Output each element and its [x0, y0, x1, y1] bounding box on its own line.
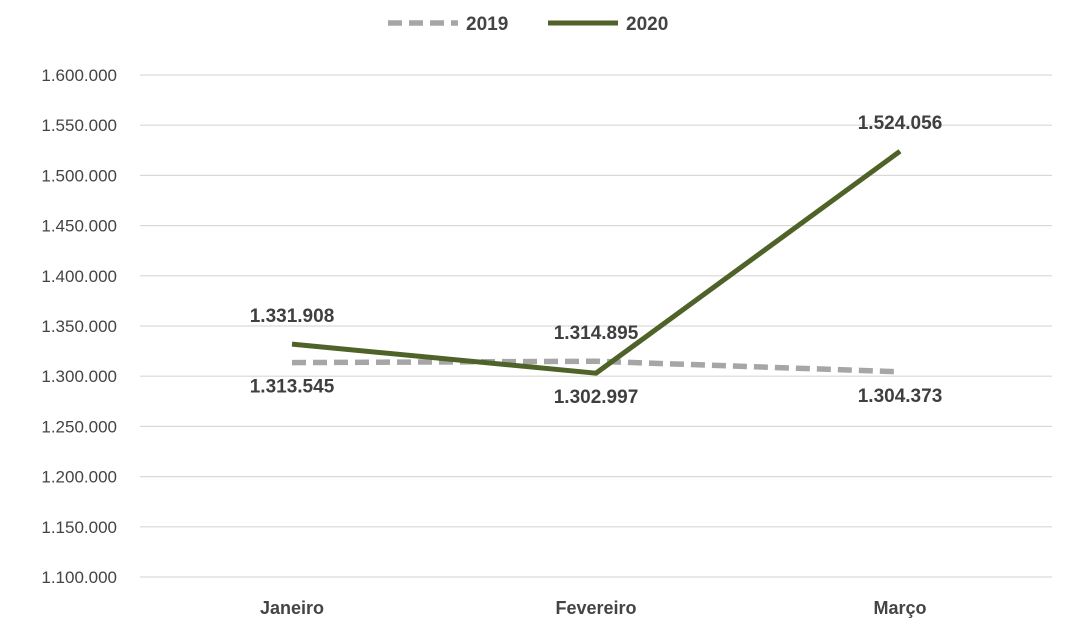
y-tick-label: 1.150.000 — [41, 518, 117, 537]
x-tick-label: Fevereiro — [555, 598, 636, 618]
data-label-2020: 1.331.908 — [250, 306, 335, 327]
y-tick-label: 1.450.000 — [41, 217, 117, 236]
y-tick-label: 1.250.000 — [41, 417, 117, 436]
data-label-2020: 1.302.997 — [554, 387, 639, 408]
y-tick-label: 1.200.000 — [41, 468, 117, 487]
y-tick-label: 1.300.000 — [41, 367, 117, 386]
y-tick-label: 1.500.000 — [41, 166, 117, 185]
x-tick-label: Março — [873, 598, 926, 618]
series-layer — [291, 149, 902, 376]
legend-label-2020: 2020 — [626, 14, 668, 35]
y-tick-label: 1.100.000 — [41, 568, 117, 587]
data-label-2020: 1.524.056 — [858, 113, 943, 134]
y-tick-label: 1.400.000 — [41, 267, 117, 286]
data-label-2019: 1.313.545 — [250, 377, 335, 398]
y-tick-label: 1.550.000 — [41, 116, 117, 135]
legend-label-2019: 2019 — [466, 14, 508, 35]
data-label-2019: 1.314.895 — [554, 323, 639, 344]
data-labels: 1.313.545 1.331.908 1.314.895 1.302.997 1.30… — [250, 113, 943, 408]
legend: 2019 2020 — [388, 14, 668, 35]
y-tick-label: 1.600.000 — [41, 66, 117, 85]
gridlines — [140, 74, 1052, 578]
x-tick-label: Janeiro — [260, 598, 324, 618]
x-axis: Janeiro Fevereiro Março — [260, 598, 927, 618]
y-axis: 1.100.000 1.150.000 1.200.000 1.250.000 1.30… — [41, 66, 117, 587]
y-tick-label: 1.350.000 — [41, 317, 117, 336]
data-label-2019: 1.304.373 — [858, 386, 943, 407]
